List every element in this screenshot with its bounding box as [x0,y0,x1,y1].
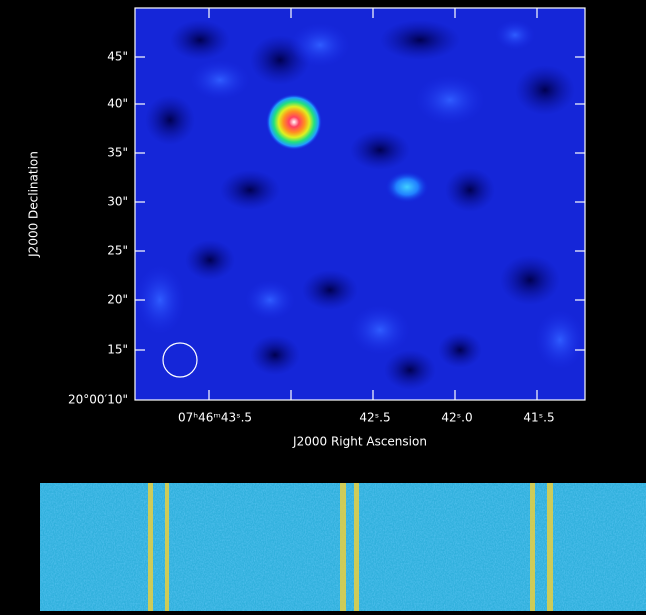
y-tick-label: 20" [107,293,128,307]
x-tick-label: 42ˢ.5 [359,411,390,425]
x-tick-label: 07ʰ46ᵐ43ˢ.5 [178,411,252,425]
spectrum-panel [40,483,646,611]
stripes [148,483,553,611]
x-tick-labels: 07ʰ46ᵐ43ˢ.5 42ˢ.5 42ˢ.0 41ˢ.5 [178,411,555,425]
y-tick-label: 40" [107,97,128,111]
frame [134,7,586,401]
x-axis-label: J2000 Right Ascension [292,435,427,449]
y-tick-label: 20°00′10" [68,393,128,407]
y-tick-label: 45" [107,50,128,64]
y-axis-label: J2000 Declination [27,151,41,258]
beam [162,342,198,378]
y-tick-label: 25" [107,244,128,258]
y-tick-label: 35" [107,146,128,160]
x-tick-label: 42ˢ.0 [441,411,472,425]
ticks [135,8,585,400]
x-tick-label: 41ˢ.5 [523,411,554,425]
y-tick-labels: 45" 40" 35" 30" 25" 20" 15" 20°00′10" [68,50,128,407]
y-tick-label: 15" [107,343,128,357]
map-structure [135,20,585,390]
radio-map [135,8,585,400]
y-tick-label: 30" [107,195,128,209]
